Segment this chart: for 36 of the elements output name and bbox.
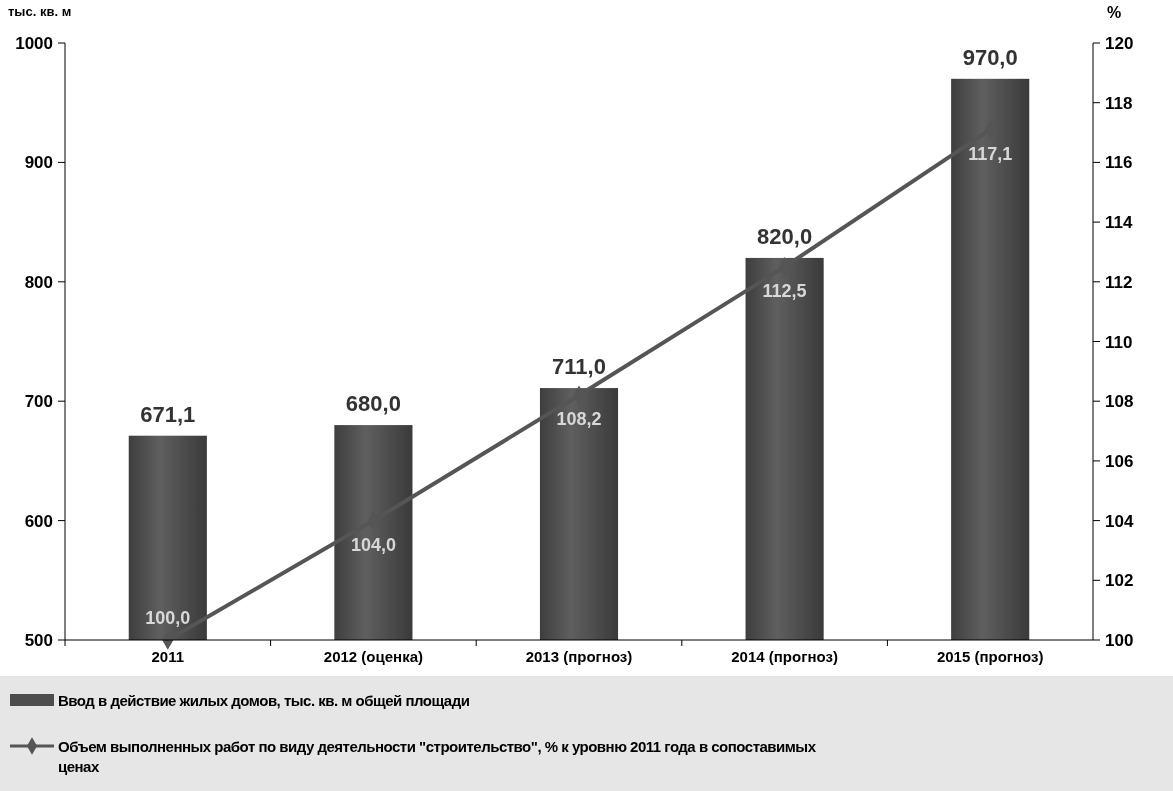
y2-tick-label: 106 — [1105, 451, 1134, 471]
y-tick-label: 600 — [24, 511, 53, 531]
y2-tick-label: 110 — [1105, 332, 1133, 352]
y2-tick-label: 104 — [1105, 511, 1134, 531]
y-tick-label: 1000 — [15, 34, 53, 53]
x-tick-label: 2015 (прогноз) — [936, 648, 1044, 665]
y-axis-title: тыс. кв. м — [8, 4, 72, 19]
y2-tick-label: 112 — [1105, 272, 1133, 292]
y2-tick-label: 102 — [1105, 571, 1134, 591]
x-tick-label: 2014 (прогноз) — [731, 648, 838, 665]
data-label: 680,0 — [345, 391, 401, 417]
data-label: 112,5 — [762, 280, 807, 301]
y2-axis-title: % — [1107, 4, 1122, 21]
data-label: 820,0 — [757, 223, 813, 249]
data-label: 100,0 — [145, 608, 191, 628]
legend-label: Объем выполненных работ по виду деятельности "строительство", % к уровню 2011 года в сопоставимых ценах — [58, 738, 817, 775]
data-label: 671,1 — [140, 401, 196, 427]
x-tick-label: 2013 (прогноз) — [525, 648, 633, 665]
x-tick-label: 2012 (оценка) — [323, 648, 423, 665]
y-tick-label: 500 — [24, 631, 53, 650]
y2-tick-label: 120 — [1105, 34, 1134, 53]
y-tick-label: 700 — [24, 392, 53, 412]
y2-tick-label: 108 — [1105, 392, 1134, 412]
data-label: 108,2 — [556, 409, 602, 430]
y2-tick-label: 118 — [1105, 93, 1133, 113]
data-label: 117,1 — [968, 143, 1013, 164]
data-label: 970,0 — [962, 44, 1018, 70]
data-label: 711,0 — [552, 354, 606, 380]
y-tick-label: 900 — [24, 153, 53, 173]
x-tick-label: 2011 — [151, 648, 185, 665]
y-tick-label: 800 — [24, 272, 53, 292]
data-label: 104,0 — [350, 534, 396, 555]
y2-tick-label: 116 — [1105, 153, 1133, 173]
y2-tick-label: 114 — [1105, 213, 1133, 233]
legend-label: Ввод в действие жилых домов, тыс. кв. м общей площади — [58, 692, 470, 709]
y2-tick-label: 100 — [1105, 631, 1134, 650]
